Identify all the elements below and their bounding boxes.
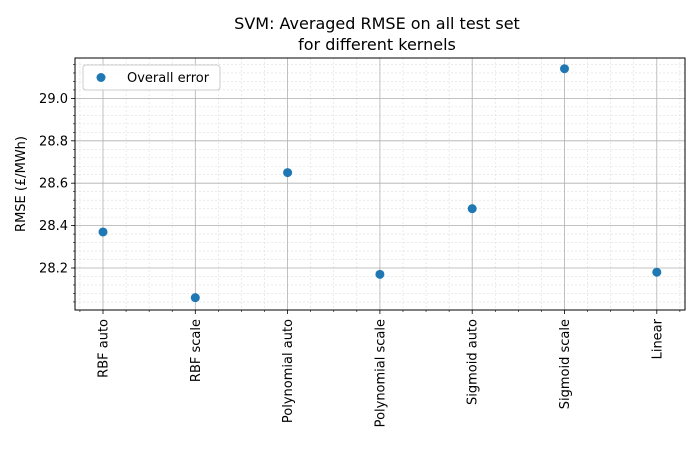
y-tick-label: 28.2 [39,262,68,277]
y-tick-label: 28.6 [39,177,68,192]
data-point [467,204,477,214]
data-point [560,64,569,74]
data-point [98,227,108,237]
legend-label: Overall error [127,71,210,86]
legend: Overall error [82,64,221,91]
y-tick-labels: 28.2 28.4 28.6 28.8 29.0 [39,92,68,277]
x-tick-label: Polynomial auto [281,319,296,423]
x-tick-labels: RBF auto RBF scale Polynomial auto Polynomi… [97,318,666,427]
data-point [375,269,385,279]
y-tick-label: 28.4 [39,219,68,234]
chart-title-line-2: for different kernels [298,35,456,54]
data-point [283,168,293,178]
y-tick-label: 28.8 [39,134,68,149]
major-grid [75,58,685,310]
y-tick-label: 29.0 [39,92,68,107]
legend-box [82,64,221,91]
x-tick-label: Linear [650,318,665,359]
x-tick-label: RBF auto [97,319,112,378]
legend-marker [96,73,106,82]
data-point [190,293,200,303]
chart-title-line-1: SVM: Averaged RMSE on all test set [234,14,520,33]
x-tick-label: Sigmoid scale [558,319,573,409]
axis-ticks [71,64,681,314]
x-tick-label: RBF scale [189,319,204,382]
x-tick-label: Polynomial scale [373,319,388,427]
x-tick-label: Sigmoid auto [466,319,481,405]
data-points [98,64,662,303]
data-point [652,267,662,277]
y-axis-label: RMSE (£/MWh) [14,136,29,232]
